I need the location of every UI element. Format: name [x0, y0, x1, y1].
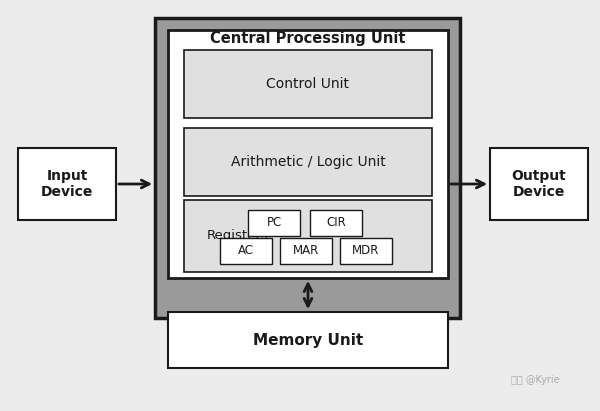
Text: MAR: MAR [293, 245, 319, 258]
Bar [490, 148, 588, 220]
Bar [280, 238, 332, 264]
Text: Central Processing Unit: Central Processing Unit [210, 30, 406, 46]
Bar [184, 200, 432, 272]
Text: Output
Device: Output Device [512, 169, 566, 199]
Bar [248, 210, 300, 236]
Text: AC: AC [238, 245, 254, 258]
Bar [155, 18, 460, 318]
Bar [184, 128, 432, 196]
Text: CIR: CIR [326, 217, 346, 229]
Bar [184, 50, 432, 118]
Text: Arithmetic / Logic Unit: Arithmetic / Logic Unit [230, 155, 385, 169]
Bar [340, 238, 392, 264]
Bar [18, 148, 116, 220]
Text: 知乎 @Kyrie: 知乎 @Kyrie [511, 375, 560, 385]
Bar [310, 210, 362, 236]
Text: Registers: Registers [207, 229, 269, 242]
Bar [220, 238, 272, 264]
Text: Memory Unit: Memory Unit [253, 332, 363, 347]
Bar [168, 312, 448, 368]
Text: PC: PC [266, 217, 281, 229]
Text: MDR: MDR [352, 245, 380, 258]
Bar [168, 30, 448, 278]
Text: Input
Device: Input Device [41, 169, 93, 199]
Text: Control Unit: Control Unit [266, 77, 349, 91]
